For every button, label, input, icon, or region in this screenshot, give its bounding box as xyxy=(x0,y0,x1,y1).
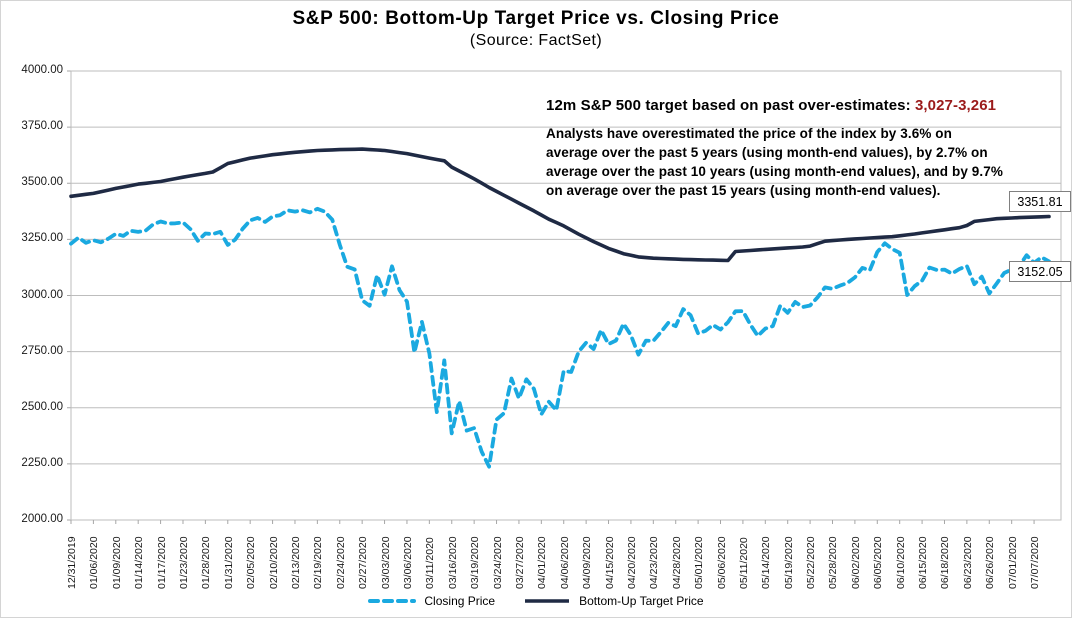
x-axis-label: 03/06/2020 xyxy=(401,536,414,589)
x-axis-label: 05/22/2020 xyxy=(805,536,818,589)
x-axis-label: 01/06/2020 xyxy=(88,536,101,589)
x-axis-label: 04/20/2020 xyxy=(625,536,638,589)
x-axis-label: 04/09/2020 xyxy=(581,536,594,589)
x-axis-label: 02/05/2020 xyxy=(245,536,258,589)
x-axis-label: 05/01/2020 xyxy=(693,536,706,589)
legend-item-closing: Closing Price xyxy=(368,594,495,608)
x-axis-label: 12/31/2019 xyxy=(66,536,78,589)
x-axis-label: 03/03/2020 xyxy=(379,536,392,589)
x-axis-label: 06/05/2020 xyxy=(872,536,885,589)
y-axis-label: 2750.00 xyxy=(21,344,63,357)
x-axis-label: 02/19/2020 xyxy=(312,536,325,589)
x-axis-label: 03/16/2020 xyxy=(446,536,459,589)
y-axis-label: 3000.00 xyxy=(21,288,63,301)
x-axis-label: 04/15/2020 xyxy=(603,536,616,589)
y-axis-label: 2000.00 xyxy=(21,513,63,525)
y-axis-label: 3750.00 xyxy=(21,120,63,133)
y-axis-label: 3500.00 xyxy=(21,176,63,189)
x-axis-label: 06/18/2020 xyxy=(939,536,952,589)
x-axis-label: 01/14/2020 xyxy=(133,536,146,589)
x-axis-label: 03/24/2020 xyxy=(491,536,504,589)
legend-label-closing: Closing Price xyxy=(424,594,496,608)
x-axis-label: 03/11/2020 xyxy=(424,537,437,589)
x-axis-label: 05/14/2020 xyxy=(760,536,773,589)
closing-line-swatch-icon xyxy=(368,599,417,603)
x-axis-label: 05/28/2020 xyxy=(827,536,840,589)
x-axis-label: 06/26/2020 xyxy=(984,536,997,589)
x-axis-label: 06/10/2020 xyxy=(894,536,907,589)
x-axis-label: 02/13/2020 xyxy=(289,536,302,589)
x-axis-label: 01/28/2020 xyxy=(200,536,213,589)
chart-subtitle: (Source: FactSet) xyxy=(469,32,603,49)
plot-border xyxy=(70,70,1062,521)
x-axis-label: 01/17/2020 xyxy=(155,536,168,589)
x-axis-label: 01/09/2020 xyxy=(110,536,123,589)
x-axis-label: 04/01/2020 xyxy=(536,536,549,589)
x-axis-label: 01/23/2020 xyxy=(177,536,190,589)
x-axis-label: 02/10/2020 xyxy=(267,536,280,589)
x-axis-label: 05/06/2020 xyxy=(715,536,728,589)
y-axis-label: 3250.00 xyxy=(21,232,63,245)
legend: Closing Price Bottom-Up Target Price xyxy=(1,591,1071,611)
x-axis-label: 03/19/2020 xyxy=(469,536,482,589)
x-axis-label: 05/11/2020 xyxy=(737,537,750,589)
x-axis-label: 07/01/2020 xyxy=(1006,536,1019,589)
target-line-swatch-icon xyxy=(525,599,570,603)
x-axis-label: 03/27/2020 xyxy=(513,536,526,589)
annotation-headline-label: 12m S&P 500 target based on past over-es… xyxy=(546,97,915,114)
annotation-headline: 12m S&P 500 target based on past over-es… xyxy=(546,97,996,114)
chart-title: S&P 500: Bottom-Up Target Price vs. Clos… xyxy=(292,8,780,29)
legend-label-target: Bottom-Up Target Price xyxy=(579,594,704,608)
x-axis-label: 02/24/2020 xyxy=(334,536,347,589)
x-axis-label: 06/15/2020 xyxy=(917,536,930,589)
closing-price-line xyxy=(69,206,1051,469)
x-axis-label: 07/07/2020 xyxy=(1029,536,1042,589)
legend-item-target: Bottom-Up Target Price xyxy=(523,594,704,608)
x-axis-label: 06/02/2020 xyxy=(849,536,862,589)
x-axis-label: 04/06/2020 xyxy=(558,536,571,589)
y-axis-label: 2250.00 xyxy=(21,456,63,469)
x-axis-label: 04/23/2020 xyxy=(648,536,661,589)
target-price-line xyxy=(69,147,1051,263)
target-end-label: 3351.81 xyxy=(1009,191,1071,212)
closing-end-label: 3152.05 xyxy=(1009,261,1071,282)
x-axis-label: 01/31/2020 xyxy=(222,536,235,589)
x-axis-label: 02/27/2020 xyxy=(357,536,370,589)
target-range-value: 3,027-3,261 xyxy=(914,97,997,114)
x-axis-label: 05/19/2020 xyxy=(782,536,795,589)
annotation-body: Analysts have overestimated the price of… xyxy=(546,126,1003,198)
y-axis-label: 2500.00 xyxy=(21,400,63,413)
y-axis-label: 4000.00 xyxy=(21,64,63,76)
x-axis-label: 06/23/2020 xyxy=(961,536,974,589)
x-axis-label: 04/28/2020 xyxy=(670,536,683,589)
